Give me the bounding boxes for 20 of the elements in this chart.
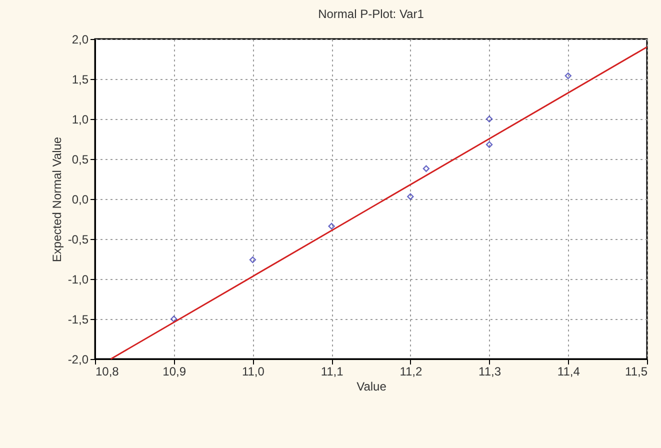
x-axis-title: Value [356,380,387,394]
x-tick-label: 11,5 [625,364,648,378]
y-tick-label: -1,5 [68,312,89,326]
y-axis-title: Expected Normal Value [50,136,64,262]
chart-title: Normal P-Plot: Var1 [318,7,424,21]
x-tick-label: 10,8 [96,364,120,378]
x-tick-label: 10,9 [162,364,186,378]
y-tick-label: -1,0 [68,272,89,286]
y-tick-label: 1,0 [72,112,89,126]
y-tick-label: 0,5 [72,152,89,166]
y-tick-label: 2,0 [72,32,89,46]
x-tick-label: 11,0 [242,364,265,378]
x-tick-label: 11,1 [320,364,344,378]
y-tick-label: 0,0 [72,192,89,206]
y-tick-label: 1,5 [72,72,89,86]
y-tick-label: -0,5 [68,232,89,246]
x-tick-label: 11,4 [557,364,580,378]
x-tick-label: 11,2 [400,364,422,378]
y-tick-label: -2,0 [68,352,89,366]
x-tick-label: 11,3 [478,364,502,378]
